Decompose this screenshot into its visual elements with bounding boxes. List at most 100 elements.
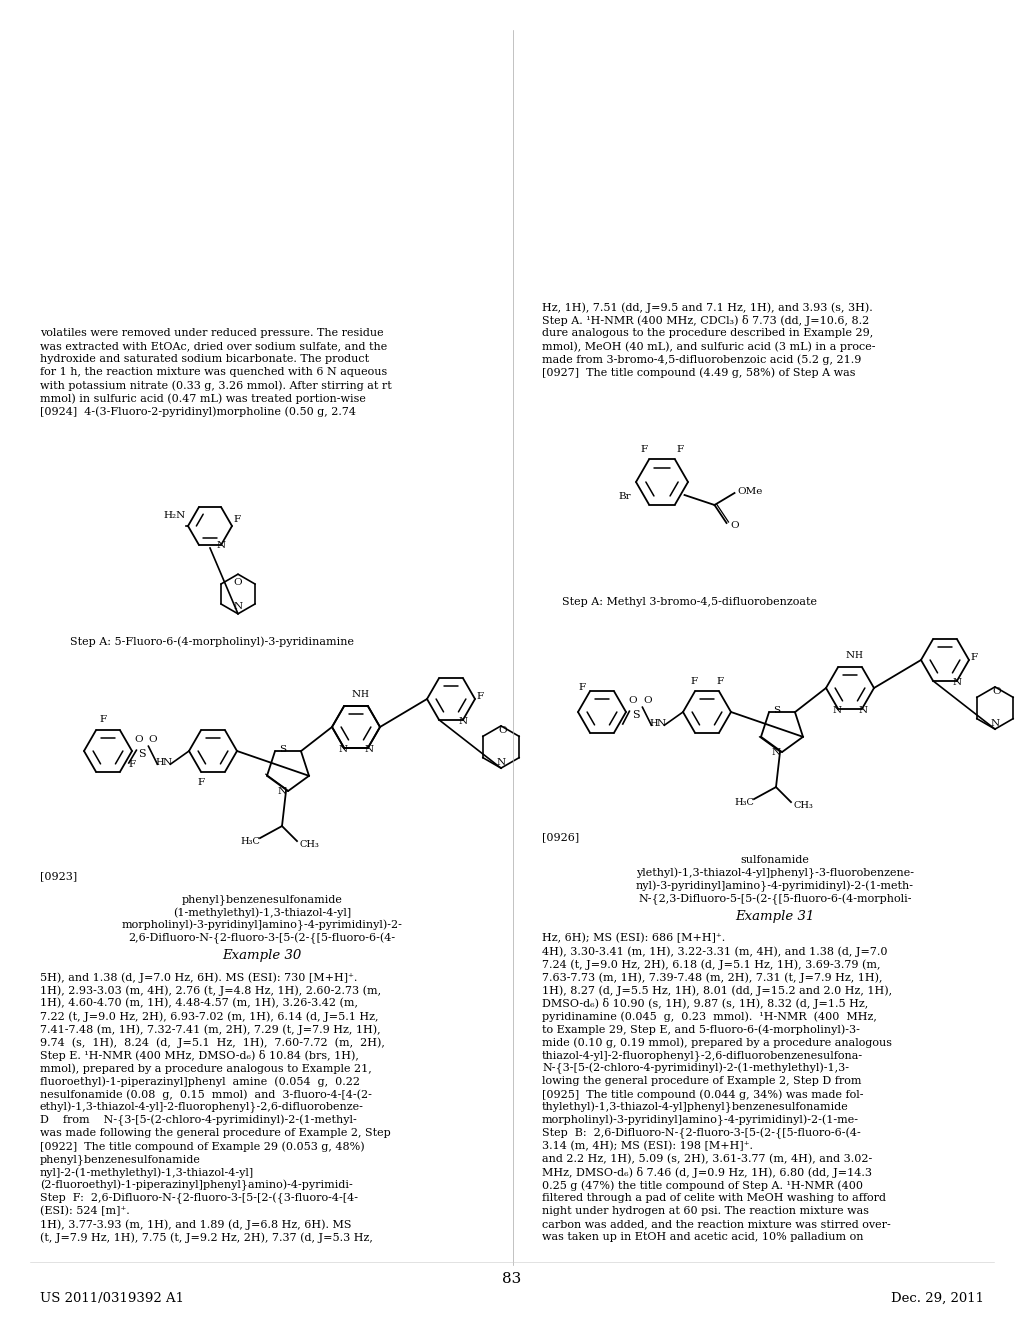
Text: D    from    N-{3-[5-(2-chloro-4-pyrimidinyl)-2-(1-methyl-: D from N-{3-[5-(2-chloro-4-pyrimidinyl)-… xyxy=(40,1115,356,1126)
Text: H: H xyxy=(360,690,368,700)
Text: N: N xyxy=(338,746,347,754)
Text: thiazol-4-yl]-2-fluorophenyl}-2,6-difluorobenzenesulfona-: thiazol-4-yl]-2-fluorophenyl}-2,6-difluo… xyxy=(542,1049,863,1061)
Text: F: F xyxy=(578,684,585,693)
Text: 9.74  (s,  1H),  8.24  (d,  J=5.1  Hz,  1H),  7.60-7.72  (m,  2H),: 9.74 (s, 1H), 8.24 (d, J=5.1 Hz, 1H), 7.… xyxy=(40,1038,385,1048)
Text: [0923]: [0923] xyxy=(40,871,77,880)
Text: H: H xyxy=(649,718,657,727)
Text: O: O xyxy=(992,688,1001,697)
Text: S: S xyxy=(138,750,146,759)
Text: Step  F:  2,6-Difluoro-N-{2-fluoro-3-[5-[2-({3-fluoro-4-[4-: Step F: 2,6-Difluoro-N-{2-fluoro-3-[5-[2… xyxy=(40,1193,358,1204)
Text: Step E. ¹H-NMR (400 MHz, DMSO-d₆) δ 10.84 (brs, 1H),: Step E. ¹H-NMR (400 MHz, DMSO-d₆) δ 10.8… xyxy=(40,1049,358,1061)
Text: [0924]  4-(3-Fluoro-2-pyridinyl)morpholine (0.50 g, 2.74: [0924] 4-(3-Fluoro-2-pyridinyl)morpholin… xyxy=(40,407,356,417)
Text: 3.14 (m, 4H); MS (ESI): 198 [M+H]⁺.: 3.14 (m, 4H); MS (ESI): 198 [M+H]⁺. xyxy=(542,1140,753,1151)
Text: dure analogous to the procedure described in Example 29,: dure analogous to the procedure describe… xyxy=(542,327,873,338)
Text: F: F xyxy=(99,715,106,725)
Text: 4H), 3.30-3.41 (m, 1H), 3.22-3.31 (m, 4H), and 1.38 (d, J=7.0: 4H), 3.30-3.41 (m, 1H), 3.22-3.31 (m, 4H… xyxy=(542,946,888,957)
Text: 1H), 8.27 (d, J=5.5 Hz, 1H), 8.01 (dd, J=15.2 and 2.0 Hz, 1H),: 1H), 8.27 (d, J=5.5 Hz, 1H), 8.01 (dd, J… xyxy=(542,985,892,995)
Text: hydroxide and saturated sodium bicarbonate. The product: hydroxide and saturated sodium bicarbona… xyxy=(40,354,369,364)
Text: 1H), 4.60-4.70 (m, 1H), 4.48-4.57 (m, 1H), 3.26-3.42 (m,: 1H), 4.60-4.70 (m, 1H), 4.48-4.57 (m, 1H… xyxy=(40,998,358,1008)
Text: nyl)-3-pyridinyl]amino}-4-pyrimidinyl)-2-(1-meth-: nyl)-3-pyridinyl]amino}-4-pyrimidinyl)-2… xyxy=(636,880,914,892)
Text: morpholinyl)-3-pyridinyl]amino}-4-pyrimidinyl)-2-: morpholinyl)-3-pyridinyl]amino}-4-pyrimi… xyxy=(122,920,402,932)
Text: mmol), MeOH (40 mL), and sulfuric acid (3 mL) in a proce-: mmol), MeOH (40 mL), and sulfuric acid (… xyxy=(542,341,876,351)
Text: mmol) in sulfuric acid (0.47 mL) was treated portion-wise: mmol) in sulfuric acid (0.47 mL) was tre… xyxy=(40,393,366,404)
Text: N: N xyxy=(953,677,962,686)
Text: mmol), prepared by a procedure analogous to Example 21,: mmol), prepared by a procedure analogous… xyxy=(40,1063,372,1073)
Text: carbon was added, and the reaction mixture was stirred over-: carbon was added, and the reaction mixtu… xyxy=(542,1218,891,1229)
Text: was taken up in EtOH and acetic acid, 10% palladium on: was taken up in EtOH and acetic acid, 10… xyxy=(542,1232,863,1242)
Text: O: O xyxy=(730,520,739,529)
Text: phenyl}benzenesulfonamide: phenyl}benzenesulfonamide xyxy=(181,894,342,904)
Text: made from 3-bromo-4,5-difluorobenzoic acid (5.2 g, 21.9: made from 3-bromo-4,5-difluorobenzoic ac… xyxy=(542,354,861,364)
Text: 7.63-7.73 (m, 1H), 7.39-7.48 (m, 2H), 7.31 (t, J=7.9 Hz, 1H),: 7.63-7.73 (m, 1H), 7.39-7.48 (m, 2H), 7.… xyxy=(542,972,883,982)
Text: N: N xyxy=(833,706,842,715)
Text: 7.41-7.48 (m, 1H), 7.32-7.41 (m, 2H), 7.29 (t, J=7.9 Hz, 1H),: 7.41-7.48 (m, 1H), 7.32-7.41 (m, 2H), 7.… xyxy=(40,1024,381,1035)
Text: to Example 29, Step E, and 5-fluoro-6-(4-morpholinyl)-3-: to Example 29, Step E, and 5-fluoro-6-(4… xyxy=(542,1024,860,1035)
Text: F: F xyxy=(677,445,684,454)
Text: S: S xyxy=(280,744,287,754)
Text: Hz, 6H); MS (ESI): 686 [M+H]⁺.: Hz, 6H); MS (ESI): 686 [M+H]⁺. xyxy=(542,933,725,944)
Text: Dec. 29, 2011: Dec. 29, 2011 xyxy=(891,1292,984,1305)
Text: O: O xyxy=(134,735,142,743)
Text: Step  B:  2,6-Difluoro-N-{2-fluoro-3-[5-(2-{[5-fluoro-6-(4-: Step B: 2,6-Difluoro-N-{2-fluoro-3-[5-(2… xyxy=(542,1129,861,1139)
Text: N: N xyxy=(459,717,468,726)
Text: with potassium nitrate (0.33 g, 3.26 mmol). After stirring at rt: with potassium nitrate (0.33 g, 3.26 mmo… xyxy=(40,380,392,391)
Text: F: F xyxy=(690,677,697,686)
Text: Hz, 1H), 7.51 (dd, J=9.5 and 7.1 Hz, 1H), and 3.93 (s, 3H).: Hz, 1H), 7.51 (dd, J=9.5 and 7.1 Hz, 1H)… xyxy=(542,302,872,313)
Text: 2,6-Difluoro-N-{2-fluoro-3-[5-(2-{[5-fluoro-6-(4-: 2,6-Difluoro-N-{2-fluoro-3-[5-(2-{[5-flu… xyxy=(128,933,395,944)
Text: H₃C: H₃C xyxy=(240,837,260,846)
Text: ethyl)-1,3-thiazol-4-yl]-2-fluorophenyl}-2,6-difluorobenze-: ethyl)-1,3-thiazol-4-yl]-2-fluorophenyl}… xyxy=(40,1102,364,1113)
Text: Br: Br xyxy=(618,492,631,500)
Text: sulfonamide: sulfonamide xyxy=(740,855,809,865)
Text: O: O xyxy=(499,726,507,735)
Text: was extracted with EtOAc, dried over sodium sulfate, and the: was extracted with EtOAc, dried over sod… xyxy=(40,341,387,351)
Text: N: N xyxy=(497,758,506,767)
Text: N: N xyxy=(278,787,287,796)
Text: F: F xyxy=(717,677,724,686)
Text: (1-methylethyl)-1,3-thiazol-4-yl]: (1-methylethyl)-1,3-thiazol-4-yl] xyxy=(173,907,351,917)
Text: morpholinyl)-3-pyridinyl]amino}-4-pyrimidinyl)-2-(1-me-: morpholinyl)-3-pyridinyl]amino}-4-pyrimi… xyxy=(542,1115,859,1126)
Text: O: O xyxy=(628,696,637,705)
Text: Example 31: Example 31 xyxy=(735,909,815,923)
Text: was made following the general procedure of Example 2, Step: was made following the general procedure… xyxy=(40,1129,391,1138)
Text: CH₃: CH₃ xyxy=(793,800,813,809)
Text: [0926]: [0926] xyxy=(542,832,580,842)
Text: N: N xyxy=(233,602,243,611)
Text: OMe: OMe xyxy=(738,487,763,495)
Text: H: H xyxy=(155,758,164,767)
Text: 1H), 3.77-3.93 (m, 1H), and 1.89 (d, J=6.8 Hz, 6H). MS: 1H), 3.77-3.93 (m, 1H), and 1.89 (d, J=6… xyxy=(40,1218,351,1229)
Text: S: S xyxy=(633,710,640,721)
Text: CH₃: CH₃ xyxy=(299,840,318,849)
Text: O: O xyxy=(643,696,651,705)
Text: mide (0.10 g, 0.19 mmol), prepared by a procedure analogous: mide (0.10 g, 0.19 mmol), prepared by a … xyxy=(542,1038,892,1048)
Text: N-{3-[5-(2-chloro-4-pyrimidinyl)-2-(1-methylethyl)-1,3-: N-{3-[5-(2-chloro-4-pyrimidinyl)-2-(1-me… xyxy=(542,1063,849,1074)
Text: nesulfonamide (0.08  g,  0.15  mmol)  and  3-fluoro-4-[4-(2-: nesulfonamide (0.08 g, 0.15 mmol) and 3-… xyxy=(40,1089,372,1100)
Text: filtered through a pad of celite with MeOH washing to afford: filtered through a pad of celite with Me… xyxy=(542,1193,886,1203)
Text: N-{2,3-Difluoro-5-[5-(2-{[5-fluoro-6-(4-morpholi-: N-{2,3-Difluoro-5-[5-(2-{[5-fluoro-6-(4-… xyxy=(638,894,911,906)
Text: (t, J=7.9 Hz, 1H), 7.75 (t, J=9.2 Hz, 2H), 7.37 (d, J=5.3 Hz,: (t, J=7.9 Hz, 1H), 7.75 (t, J=9.2 Hz, 2H… xyxy=(40,1232,373,1242)
Text: (2-fluoroethyl)-1-piperazinyl]phenyl}amino)-4-pyrimidi-: (2-fluoroethyl)-1-piperazinyl]phenyl}ami… xyxy=(40,1180,352,1192)
Text: Step A. ¹H-NMR (400 MHz, CDCl₃) δ 7.73 (dd, J=10.6, 8.2: Step A. ¹H-NMR (400 MHz, CDCl₃) δ 7.73 (… xyxy=(542,315,869,326)
Text: nyl]-2-(1-methylethyl)-1,3-thiazol-4-yl]: nyl]-2-(1-methylethyl)-1,3-thiazol-4-yl] xyxy=(40,1167,254,1177)
Text: N: N xyxy=(990,718,999,727)
Text: 1H), 2.93-3.03 (m, 4H), 2.76 (t, J=4.8 Hz, 1H), 2.60-2.73 (m,: 1H), 2.93-3.03 (m, 4H), 2.76 (t, J=4.8 H… xyxy=(40,985,381,995)
Text: phenyl}benzenesulfonamide: phenyl}benzenesulfonamide xyxy=(40,1154,201,1164)
Text: F: F xyxy=(128,760,135,770)
Text: F: F xyxy=(640,445,647,454)
Text: 7.24 (t, J=9.0 Hz, 2H), 6.18 (d, J=5.1 Hz, 1H), 3.69-3.79 (m,: 7.24 (t, J=9.0 Hz, 2H), 6.18 (d, J=5.1 H… xyxy=(542,960,881,970)
Text: N: N xyxy=(365,746,374,754)
Text: O: O xyxy=(233,578,243,586)
Text: N: N xyxy=(217,541,226,550)
Text: 83: 83 xyxy=(503,1272,521,1286)
Text: F: F xyxy=(198,777,205,787)
Text: 0.25 g (47%) the title compound of Step A. ¹H-NMR (400: 0.25 g (47%) the title compound of Step … xyxy=(542,1180,863,1191)
Text: Example 30: Example 30 xyxy=(222,949,302,962)
Text: F: F xyxy=(476,692,483,701)
Text: night under hydrogen at 60 psi. The reaction mixture was: night under hydrogen at 60 psi. The reac… xyxy=(542,1206,869,1216)
Text: Step A: 5-Fluoro-6-(4-morpholinyl)-3-pyridinamine: Step A: 5-Fluoro-6-(4-morpholinyl)-3-pyr… xyxy=(70,636,354,647)
Text: N: N xyxy=(846,651,855,660)
Text: [0922]  The title compound of Example 29 (0.053 g, 48%): [0922] The title compound of Example 29 … xyxy=(40,1140,365,1151)
Text: MHz, DMSO-d₆) δ 7.46 (d, J=0.9 Hz, 1H), 6.80 (dd, J=14.3: MHz, DMSO-d₆) δ 7.46 (d, J=0.9 Hz, 1H), … xyxy=(542,1167,872,1177)
Text: and 2.2 Hz, 1H), 5.09 (s, 2H), 3.61-3.77 (m, 4H), and 3.02-: and 2.2 Hz, 1H), 5.09 (s, 2H), 3.61-3.77… xyxy=(542,1154,872,1164)
Text: S: S xyxy=(773,706,780,714)
Text: N: N xyxy=(859,706,867,715)
